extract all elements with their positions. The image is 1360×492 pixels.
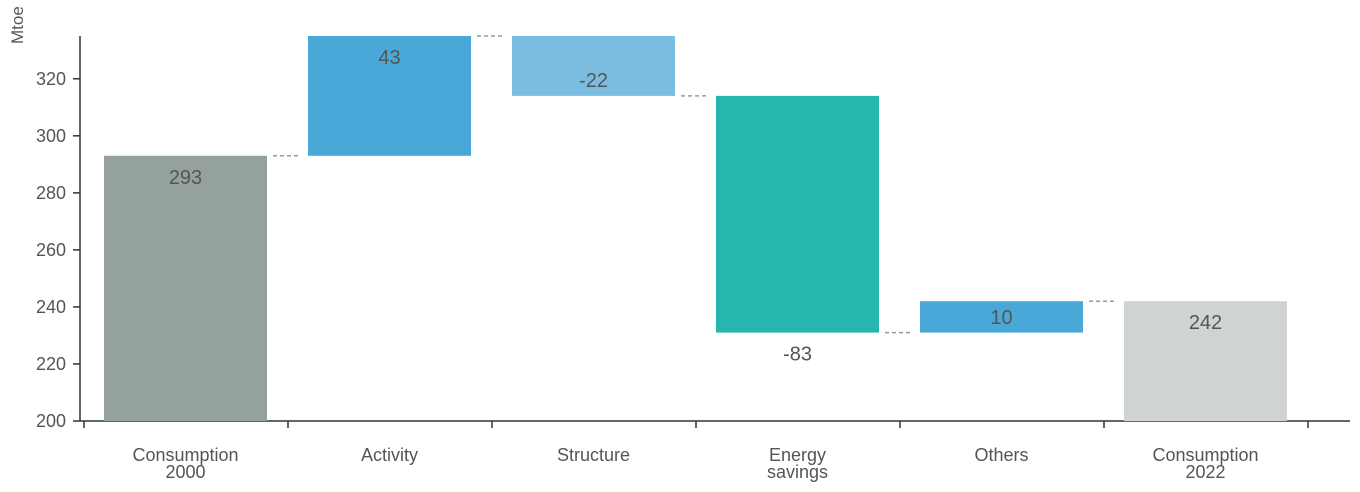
bar <box>512 36 675 96</box>
data-label: -83 <box>783 344 812 366</box>
bar <box>1124 301 1287 421</box>
y-tick-label: 220 <box>36 354 66 374</box>
y-tick-label: 240 <box>36 297 66 317</box>
y-tick-label: 260 <box>36 240 66 260</box>
x-tick-label: Structure <box>557 445 630 465</box>
y-tick-label: 320 <box>36 69 66 89</box>
x-tick-label: Activity <box>361 445 418 465</box>
y-tick-label: 280 <box>36 183 66 203</box>
x-tick-label: Energy savings <box>767 445 828 482</box>
plot-area: 200 220 240 260 280 300 320 Consumption 2000 Acti… <box>36 35 1350 482</box>
data-label: 242 <box>1189 312 1222 334</box>
x-tick-label: Consumption 2000 <box>132 445 238 482</box>
data-label: 293 <box>169 167 202 189</box>
bar <box>920 301 1083 333</box>
data-label: 43 <box>378 47 400 69</box>
data-label: 10 <box>990 307 1012 329</box>
bar <box>716 95 879 333</box>
y-tick-label: 200 <box>36 411 66 431</box>
y-tick-label: 300 <box>36 126 66 146</box>
data-label: -22 <box>579 70 608 92</box>
y-axis-title: Mtoe <box>8 6 27 44</box>
bar <box>104 155 267 421</box>
bar <box>308 36 471 156</box>
x-tick-label: Others <box>974 445 1028 465</box>
x-tick-label: Consumption 2022 <box>1152 445 1258 482</box>
